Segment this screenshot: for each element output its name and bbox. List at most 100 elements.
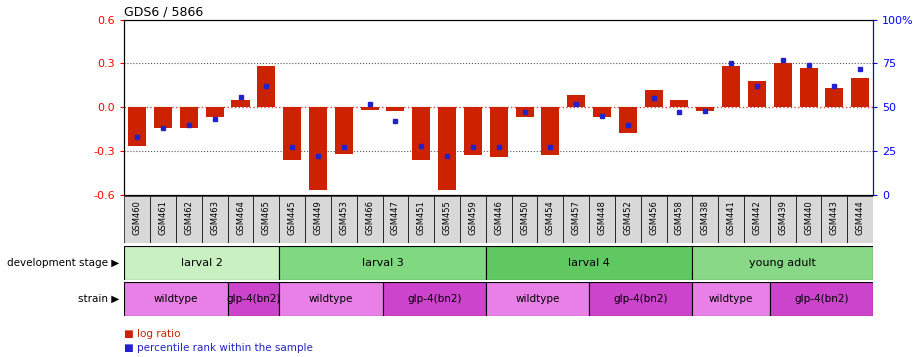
Bar (774, 64, 792, 107)
Bar (645, 90, 663, 107)
Bar (770, 282, 873, 316)
Bar (387, 107, 404, 111)
Bar (128, 107, 146, 146)
Bar (589, 196, 615, 243)
Bar (434, 196, 460, 243)
Text: wildtype: wildtype (709, 294, 753, 304)
Bar (512, 196, 538, 243)
Bar (334, 107, 353, 154)
Text: GSM446: GSM446 (495, 200, 503, 235)
Bar (382, 196, 408, 243)
Text: ■ log ratio: ■ log ratio (124, 329, 181, 339)
Bar (516, 107, 533, 117)
Text: larval 4: larval 4 (568, 258, 610, 268)
Bar (538, 196, 564, 243)
Text: GSM443: GSM443 (830, 200, 839, 235)
Bar (283, 107, 301, 160)
Bar (593, 107, 611, 117)
Bar (408, 196, 434, 243)
Bar (693, 246, 873, 280)
Text: GSM458: GSM458 (675, 200, 684, 235)
Bar (564, 196, 589, 243)
Text: GSM464: GSM464 (236, 200, 245, 235)
Bar (670, 100, 689, 107)
Text: GSM451: GSM451 (417, 200, 426, 235)
Text: GSM447: GSM447 (391, 200, 400, 235)
Bar (257, 66, 275, 107)
Text: wildtype: wildtype (154, 294, 198, 304)
Text: GSM457: GSM457 (572, 200, 580, 235)
Bar (231, 100, 250, 107)
Bar (279, 246, 485, 280)
Text: GSM466: GSM466 (365, 200, 374, 235)
Bar (154, 107, 172, 127)
Bar (227, 282, 279, 316)
Text: development stage ▶: development stage ▶ (7, 258, 120, 268)
Bar (124, 196, 150, 243)
Text: larval 2: larval 2 (181, 258, 223, 268)
Bar (485, 246, 693, 280)
Text: GDS6 / 5866: GDS6 / 5866 (124, 5, 204, 19)
Bar (279, 196, 305, 243)
Text: young adult: young adult (750, 258, 816, 268)
Text: strain ▶: strain ▶ (78, 294, 120, 304)
Bar (542, 107, 559, 155)
Bar (693, 282, 770, 316)
Bar (356, 196, 382, 243)
Bar (124, 246, 279, 280)
Bar (361, 107, 379, 110)
Text: GSM463: GSM463 (210, 200, 219, 235)
Bar (202, 196, 227, 243)
Text: GSM452: GSM452 (624, 200, 633, 235)
Bar (464, 107, 482, 155)
Bar (696, 107, 715, 111)
Bar (460, 196, 485, 243)
Bar (744, 196, 770, 243)
Text: GSM456: GSM456 (649, 200, 659, 235)
Bar (825, 88, 844, 107)
Text: GSM460: GSM460 (133, 200, 142, 235)
Bar (438, 107, 456, 190)
Text: GSM459: GSM459 (469, 200, 477, 235)
Text: GSM444: GSM444 (856, 200, 865, 235)
Bar (227, 196, 253, 243)
Bar (124, 282, 227, 316)
Text: GSM441: GSM441 (727, 200, 736, 235)
Bar (413, 107, 430, 160)
Bar (718, 196, 744, 243)
Text: GSM461: GSM461 (158, 200, 168, 235)
Text: GSM462: GSM462 (184, 200, 193, 235)
Bar (490, 107, 507, 157)
Bar (619, 107, 636, 133)
Bar (722, 66, 740, 107)
Bar (279, 282, 382, 316)
Text: GSM454: GSM454 (546, 200, 554, 235)
Text: wildtype: wildtype (515, 294, 560, 304)
Text: GSM449: GSM449 (313, 200, 322, 235)
Bar (822, 196, 847, 243)
Text: glp-4(bn2): glp-4(bn2) (227, 294, 281, 304)
Bar (847, 196, 873, 243)
Text: GSM440: GSM440 (804, 200, 813, 235)
Bar (748, 81, 766, 107)
Bar (796, 196, 822, 243)
Bar (615, 196, 641, 243)
Text: GSM438: GSM438 (701, 200, 710, 235)
Text: GSM455: GSM455 (443, 200, 451, 235)
Bar (641, 196, 667, 243)
Text: GSM445: GSM445 (287, 200, 297, 235)
Bar (693, 196, 718, 243)
Bar (309, 107, 327, 190)
Text: larval 3: larval 3 (362, 258, 403, 268)
Text: GSM450: GSM450 (520, 200, 529, 235)
Text: GSM465: GSM465 (262, 200, 271, 235)
Text: GSM442: GSM442 (752, 200, 762, 235)
Bar (176, 196, 202, 243)
Bar (331, 196, 356, 243)
Bar (851, 78, 869, 107)
Text: GSM453: GSM453 (339, 200, 348, 235)
Text: GSM448: GSM448 (598, 200, 607, 235)
Bar (180, 107, 198, 127)
Bar (382, 282, 485, 316)
Text: GSM439: GSM439 (778, 200, 787, 235)
